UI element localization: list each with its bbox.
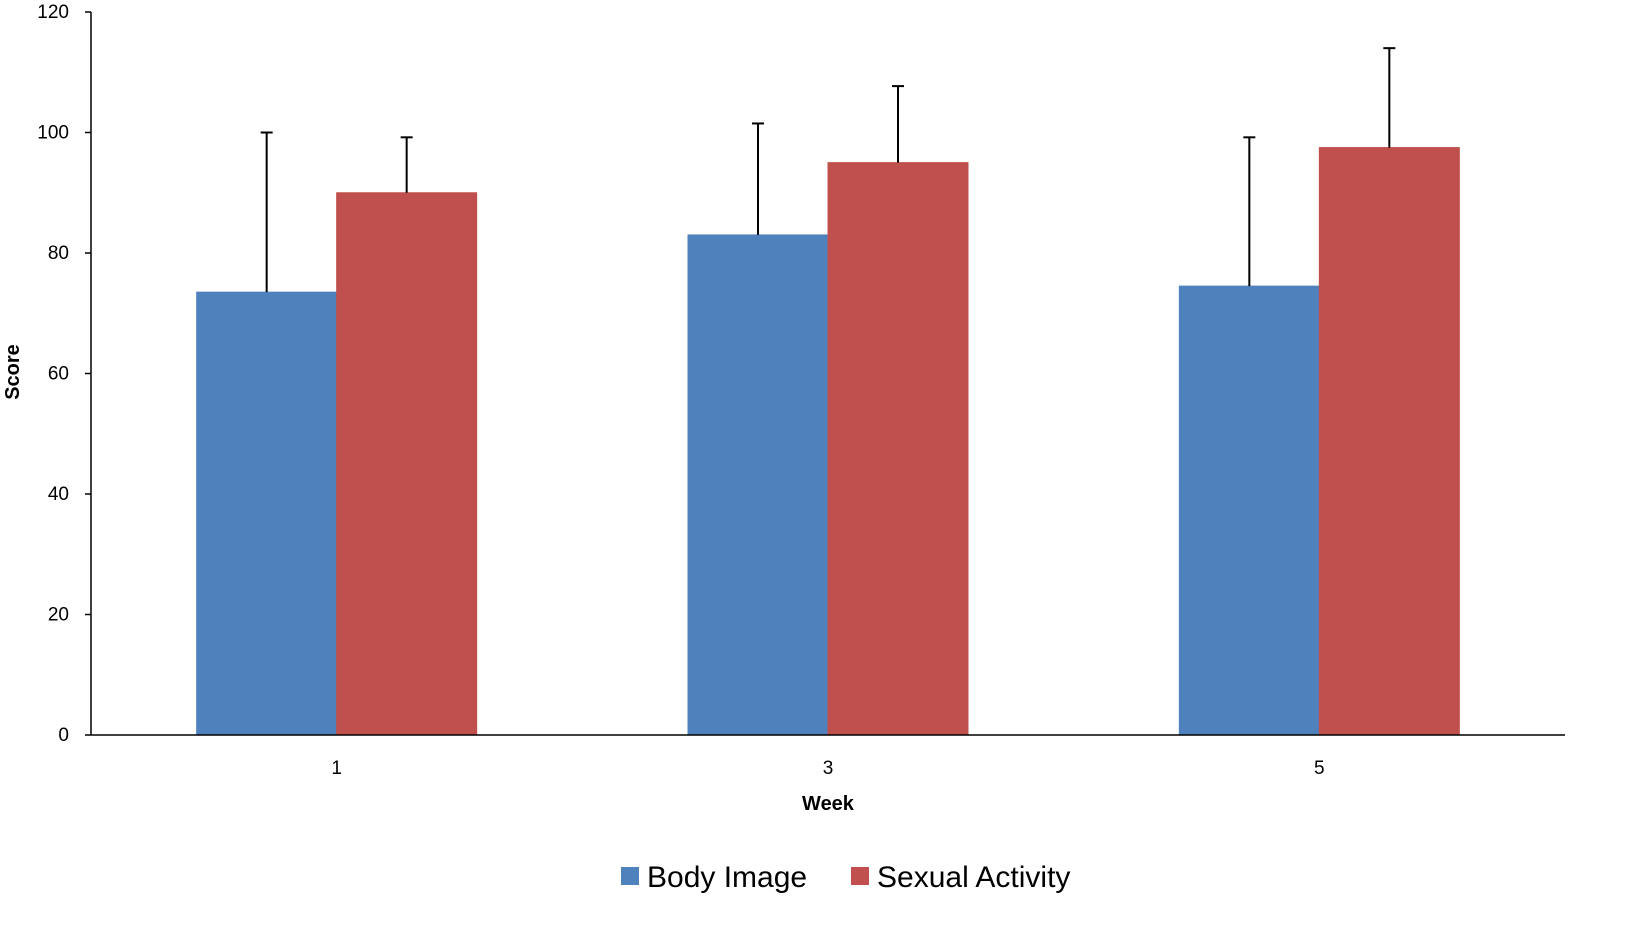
y-tick-label: 80	[48, 243, 69, 264]
bar-sexual-activity-week-5	[1318, 147, 1460, 736]
legend: Body Image Sexual Activity	[621, 861, 1070, 894]
y-tick-label: 0	[58, 725, 69, 746]
y-tick-label: 20	[48, 605, 69, 626]
legend-swatch-body-image	[621, 867, 639, 885]
x-tick-label: 3	[823, 758, 834, 779]
y-tick-label: 40	[48, 484, 69, 505]
bar-sexual-activity-week-3	[827, 162, 969, 736]
error-bars-layer	[260, 47, 1396, 293]
x-tick-label: 1	[331, 758, 342, 779]
bar-body-image-week-3	[687, 234, 829, 736]
bars-layer	[196, 147, 1460, 736]
legend-label-sexual-activity: Sexual Activity	[877, 861, 1070, 894]
y-tick-labels: 0 20 40 60 80 100 120	[37, 2, 91, 746]
x-tick-labels: 1 3 5	[331, 758, 1324, 779]
y-tick-label: 100	[37, 123, 69, 144]
legend-swatch-sexual-activity	[851, 867, 869, 885]
y-tick-label: 60	[48, 364, 69, 385]
y-tick-label: 120	[37, 2, 69, 23]
bar-sexual-activity-week-1	[336, 192, 478, 736]
bar-body-image-week-1	[196, 291, 338, 736]
legend-label-body-image: Body Image	[647, 861, 807, 894]
x-tick-label: 5	[1314, 758, 1325, 779]
bar-body-image-week-5	[1178, 285, 1320, 736]
y-axis-title: Score	[2, 344, 24, 400]
x-axis-title: Week	[802, 793, 855, 815]
